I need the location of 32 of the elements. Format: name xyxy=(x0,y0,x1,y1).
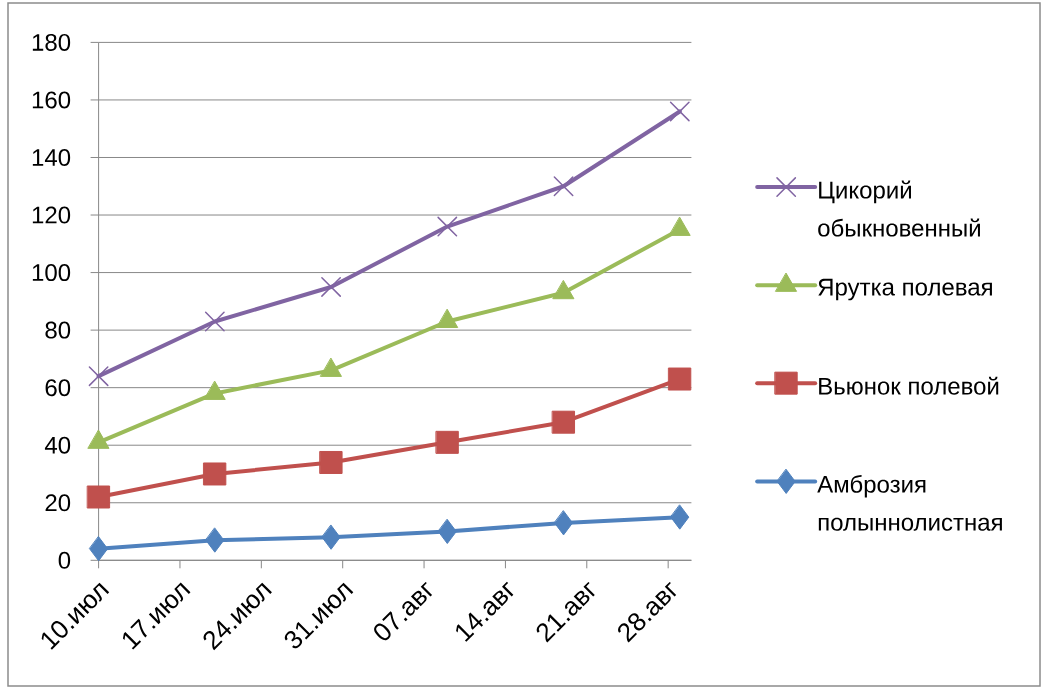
point xyxy=(552,410,576,434)
point xyxy=(553,176,574,197)
y-tick-label: 160 xyxy=(32,91,71,109)
point xyxy=(437,519,457,545)
y-tick-label: 60 xyxy=(45,379,71,397)
y-tick-label: 80 xyxy=(45,321,71,339)
point xyxy=(321,277,342,297)
legend-label: Ярутка полевая xyxy=(818,278,992,301)
point xyxy=(205,527,225,553)
point xyxy=(554,510,574,536)
legend-label: Цикорий обыкновенный xyxy=(818,180,980,237)
point xyxy=(204,311,225,332)
point xyxy=(319,450,343,474)
point xyxy=(669,101,690,122)
point xyxy=(435,430,459,454)
point xyxy=(88,366,109,387)
point xyxy=(670,504,690,530)
y-tick-label: 100 xyxy=(32,264,71,282)
point xyxy=(321,524,341,550)
y-tick-label: 20 xyxy=(45,494,71,512)
y-tick-label: 140 xyxy=(32,148,71,166)
point xyxy=(87,485,111,509)
point xyxy=(89,536,109,562)
point xyxy=(668,367,692,391)
y-tick-label: 40 xyxy=(44,436,71,454)
y-tick-label: 0 xyxy=(58,551,71,569)
point xyxy=(203,462,227,486)
legend-label: Амброзия полыннолистная xyxy=(817,474,1002,531)
legend-label: Вьюнок полевой xyxy=(819,376,999,395)
point xyxy=(437,216,458,237)
y-tick-label: 120 xyxy=(32,206,71,224)
y-tick-label: 180 xyxy=(32,33,71,51)
